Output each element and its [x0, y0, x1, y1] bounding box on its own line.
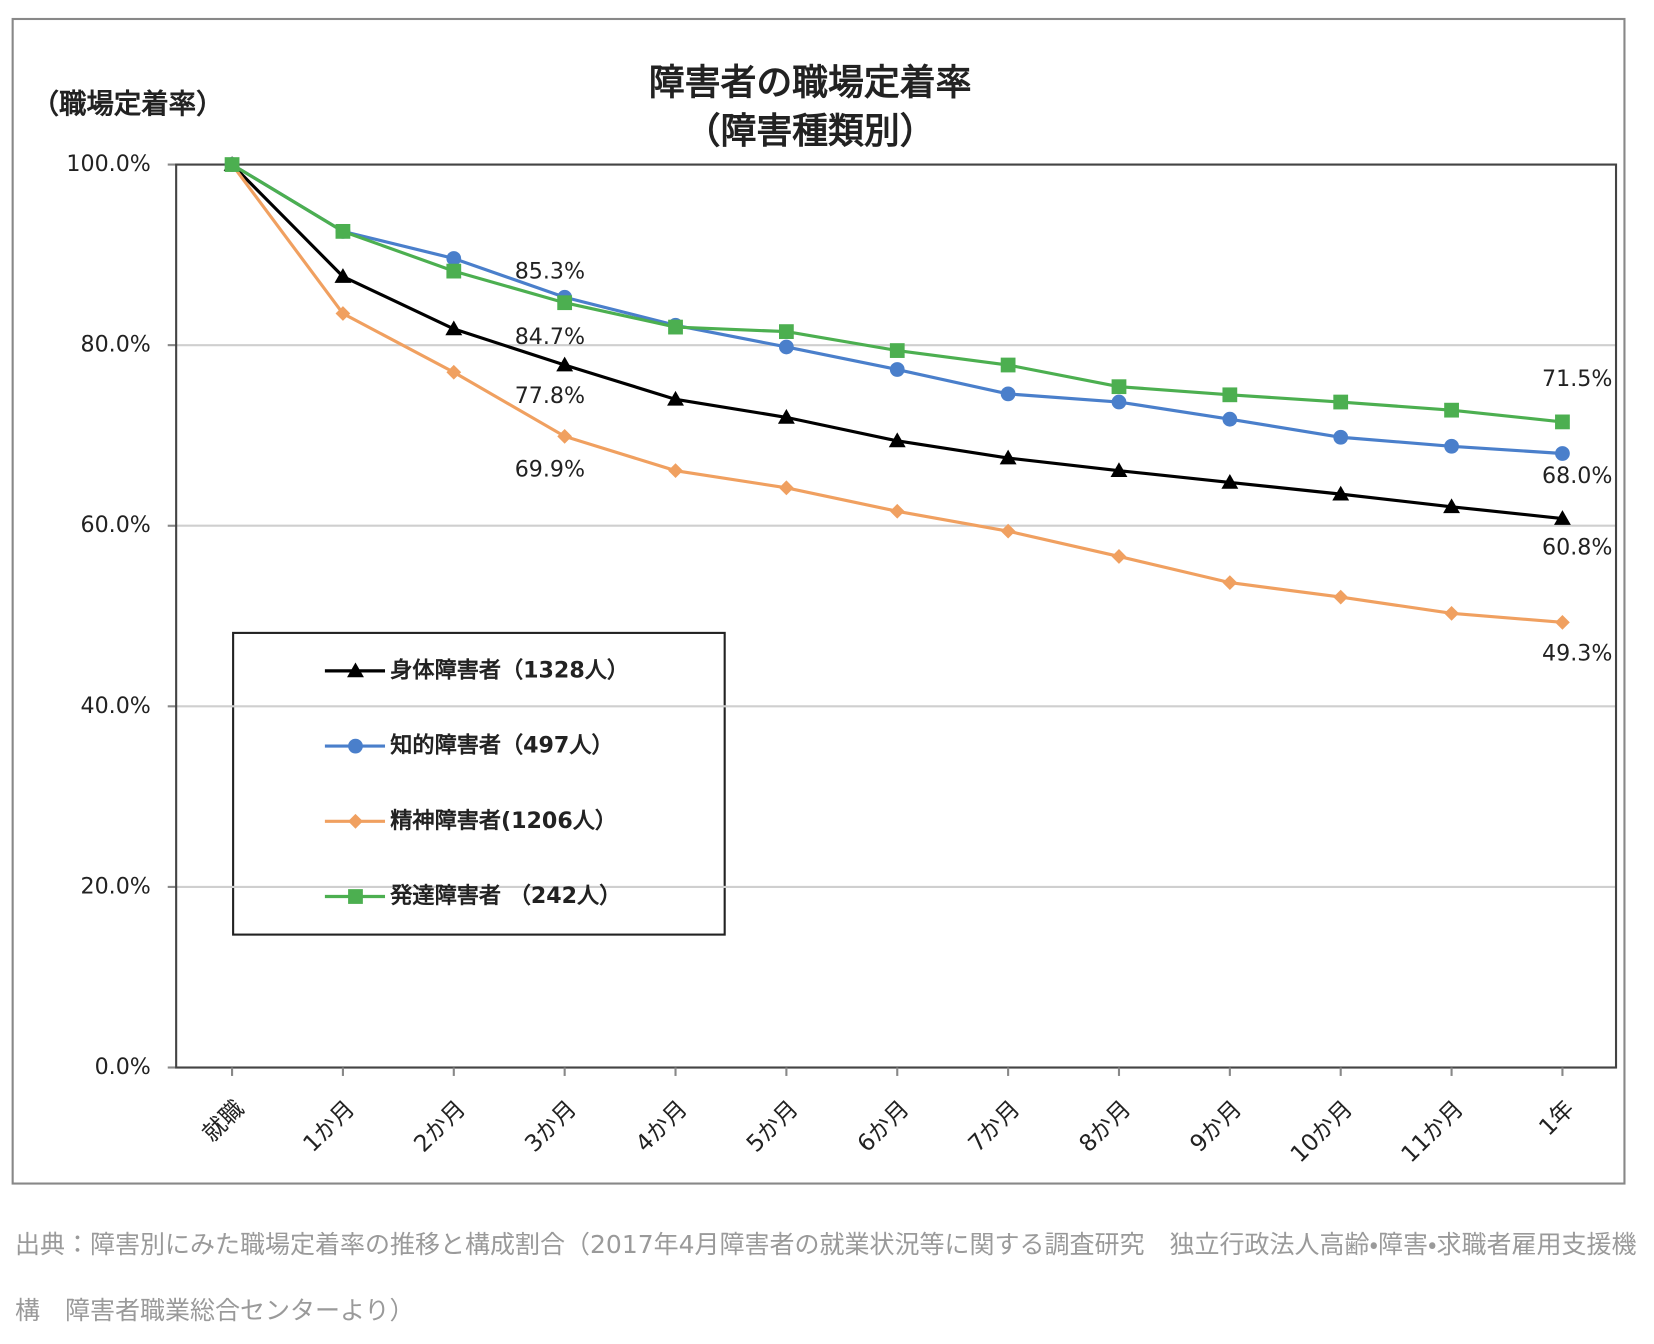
marker	[445, 320, 463, 336]
marker	[1000, 386, 1016, 402]
y-tick-label: 60.0%	[80, 512, 150, 538]
y-tick-label: 20.0%	[80, 873, 150, 899]
legend-label: 知的障害者（497人）	[390, 733, 613, 759]
marker	[1444, 438, 1459, 454]
y-tick-label: 40.0%	[80, 693, 150, 719]
y-axis-label: （職場定着率）	[32, 88, 224, 120]
series: 69.9% 49.3%	[224, 157, 1612, 666]
marker	[557, 295, 573, 311]
marker	[668, 319, 683, 335]
marker	[348, 813, 363, 829]
legend-label: 発達障害者 （242人）	[389, 883, 621, 909]
marker	[1555, 614, 1570, 630]
marker	[348, 738, 363, 754]
y-tick-label: 0.0%	[95, 1054, 151, 1080]
legend-box	[232, 631, 726, 936]
legend-label: 精神障害者(1206人）	[390, 808, 617, 834]
y-tick-label: 80.0%	[80, 332, 150, 358]
marker	[1000, 357, 1016, 373]
marker	[556, 356, 574, 372]
marker	[889, 362, 905, 377]
data-label: 85.3%	[515, 258, 585, 284]
marker	[446, 251, 462, 266]
marker	[1222, 411, 1238, 427]
marker	[1444, 402, 1459, 418]
legend-label: 身体障害者（1328人）	[390, 657, 629, 683]
marker	[1332, 485, 1350, 501]
marker	[1555, 414, 1570, 430]
marker	[446, 364, 462, 380]
data-label: 77.8%	[515, 383, 585, 409]
marker	[335, 306, 351, 321]
marker	[1333, 589, 1349, 605]
marker	[1555, 446, 1570, 461]
marker	[777, 408, 795, 424]
marker	[889, 503, 905, 519]
marker	[224, 157, 240, 172]
marker	[335, 223, 351, 239]
data-label: 68.0%	[1542, 463, 1612, 489]
data-label: 71.5%	[1542, 366, 1612, 392]
data-label: 84.7%	[515, 324, 585, 350]
marker	[888, 432, 906, 448]
series: 77.8% 60.8%	[223, 156, 1612, 561]
marker	[1333, 394, 1349, 410]
data-label: 60.8%	[1542, 535, 1612, 561]
marker	[347, 662, 364, 678]
marker	[779, 324, 794, 339]
data-label: 49.3%	[1542, 640, 1612, 666]
y-tick-label: 100.0%	[66, 151, 150, 177]
marker	[999, 449, 1017, 465]
source-note: 出典：障害別にみた職場定着率の推移と構成割合（2017年4月障害者の就業状況等に…	[15, 1230, 1637, 1325]
marker	[1443, 498, 1461, 514]
marker	[557, 428, 573, 444]
marker	[1221, 473, 1239, 489]
series: 84.7% 71.5%	[224, 157, 1612, 430]
marker	[1333, 429, 1349, 445]
marker	[1222, 387, 1238, 403]
marker	[348, 889, 363, 904]
plot-area	[175, 163, 1618, 1069]
marker	[1111, 394, 1127, 410]
data-label: 69.9%	[515, 457, 585, 483]
marker	[667, 390, 684, 406]
marker	[1554, 510, 1571, 525]
marker	[779, 339, 794, 355]
chart: 障害者の職場定着率 （障害種類別） （職場定着率） 0.0% 20.0% 40.0%…	[11, 17, 1626, 1185]
marker	[779, 480, 794, 496]
marker	[1111, 549, 1127, 564]
chart-subtitle: （障害種類別）	[685, 111, 936, 152]
marker	[446, 263, 462, 279]
marker	[334, 268, 352, 283]
marker	[889, 343, 905, 358]
chart-title: 障害者の職場定着率	[649, 62, 972, 103]
marker	[1110, 462, 1128, 477]
marker	[1111, 379, 1127, 395]
marker	[1222, 575, 1238, 591]
